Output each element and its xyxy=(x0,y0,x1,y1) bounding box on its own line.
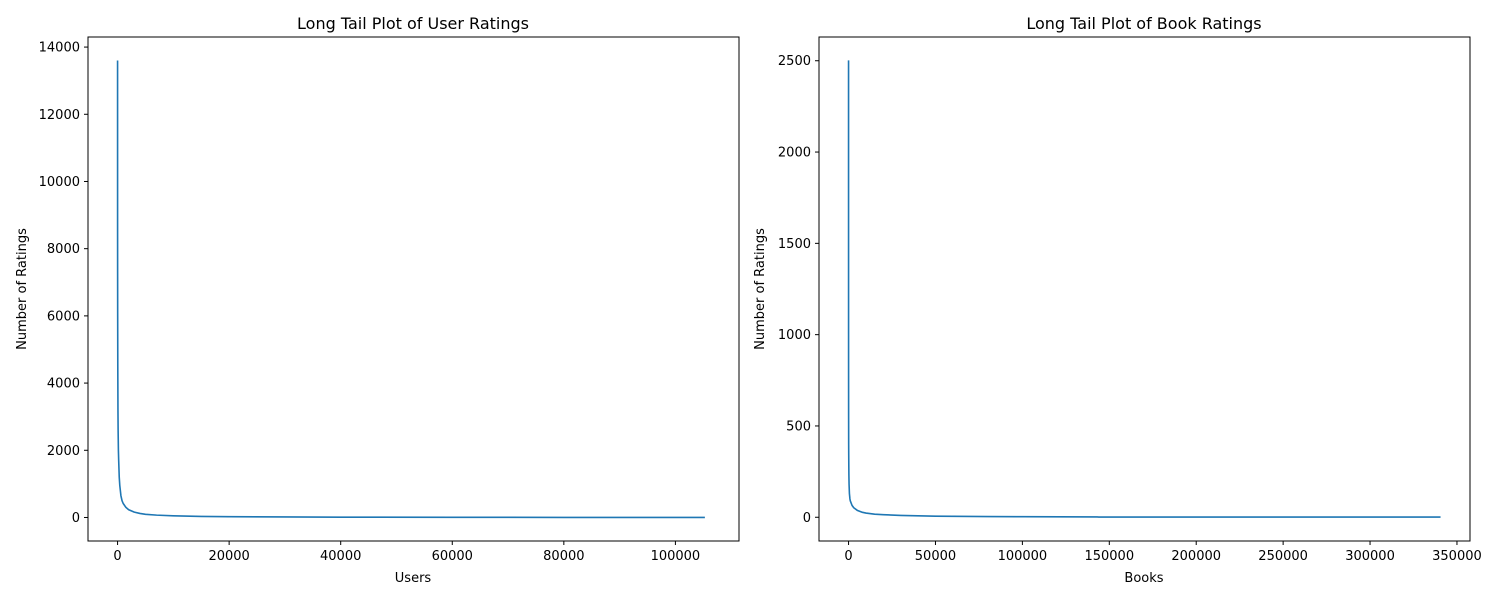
x-axis-label: Books xyxy=(1124,571,1163,586)
x-tick-label: 0 xyxy=(113,549,121,564)
y-tick-label: 1000 xyxy=(778,328,811,343)
x-tick-label: 300000 xyxy=(1345,549,1395,564)
y-tick-label: 1500 xyxy=(778,237,811,252)
y-tick-label: 12000 xyxy=(39,108,80,123)
series-line-0 xyxy=(116,60,705,519)
y-tick-label: 6000 xyxy=(47,309,80,324)
plot-area-frame xyxy=(87,36,740,542)
y-tick-label: 2000 xyxy=(778,146,811,161)
x-tick-label: 0 xyxy=(844,549,852,564)
y-tick-label: 500 xyxy=(786,419,811,434)
x-tick-label: 350000 xyxy=(1432,549,1482,564)
chart-title: Long Tail Plot of User Ratings xyxy=(297,14,529,33)
x-tick-label: 150000 xyxy=(1084,549,1134,564)
x-tick-label: 20000 xyxy=(208,549,249,564)
y-axis: 0 500 1000 1500 2000 2500 xyxy=(778,54,819,526)
y-tick-label: 8000 xyxy=(47,242,80,257)
series-group xyxy=(847,60,1441,518)
y-tick-label: 4000 xyxy=(47,377,80,392)
series-line-0 xyxy=(847,60,1441,518)
x-tick-label: 250000 xyxy=(1258,549,1308,564)
x-axis: 0 20000 40000 60000 80000 100000 xyxy=(113,541,700,564)
x-tick-label: 60000 xyxy=(432,549,473,564)
series-group xyxy=(116,60,705,519)
y-axis-label: Number of Ratings xyxy=(15,228,30,350)
x-axis-label: Users xyxy=(395,571,432,586)
x-tick-label: 200000 xyxy=(1171,549,1221,564)
chart-book-ratings: Long Tail Plot of Book Ratings 0 50000 100… xyxy=(753,14,1482,586)
x-tick-label: 80000 xyxy=(543,549,584,564)
y-axis: 0 2000 4000 6000 8000 10000 12000 14000 xyxy=(39,41,88,526)
x-tick-label: 100000 xyxy=(998,549,1048,564)
plot-area-frame xyxy=(818,36,1471,542)
y-tick-label: 14000 xyxy=(39,41,80,56)
y-tick-label: 2000 xyxy=(47,444,80,459)
x-tick-label: 40000 xyxy=(320,549,361,564)
x-tick-label: 50000 xyxy=(915,549,956,564)
y-tick-label: 0 xyxy=(72,511,80,526)
y-tick-label: 10000 xyxy=(39,175,80,190)
y-tick-label: 0 xyxy=(803,511,811,526)
y-tick-label: 2500 xyxy=(778,54,811,69)
y-axis-label: Number of Ratings xyxy=(753,228,768,350)
chart-title: Long Tail Plot of Book Ratings xyxy=(1026,14,1261,33)
x-axis: 0 50000 100000 150000 200000 250000 300000 3500… xyxy=(844,541,1482,564)
x-tick-label: 100000 xyxy=(651,549,701,564)
chart-user-ratings: Long Tail Plot of User Ratings 0 20000 400… xyxy=(15,14,740,586)
